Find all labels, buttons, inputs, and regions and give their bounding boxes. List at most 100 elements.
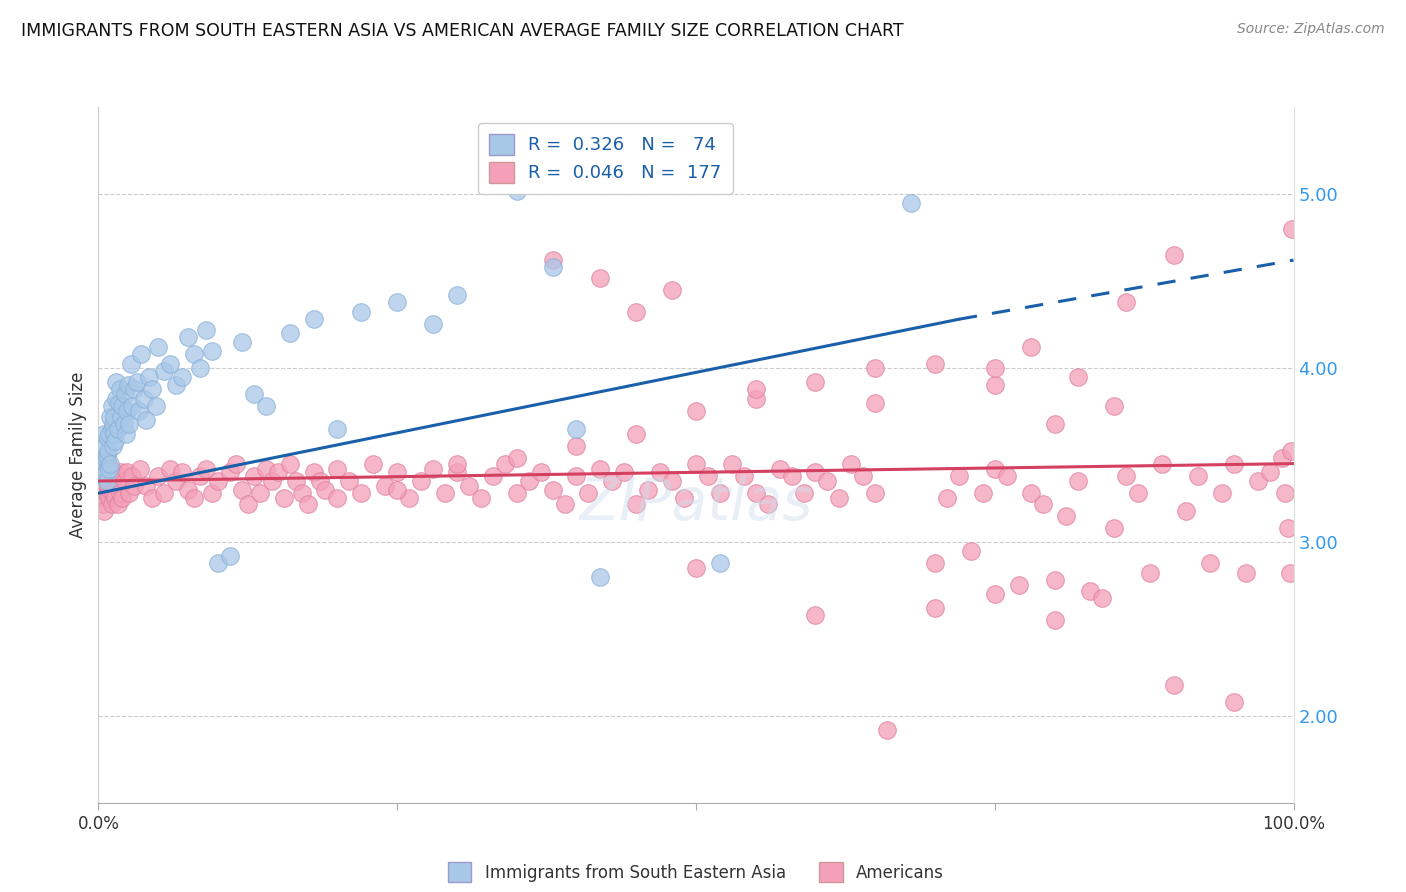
Point xyxy=(1271,451,1294,466)
Point xyxy=(1222,695,1246,709)
Point xyxy=(100,422,122,436)
Point xyxy=(165,378,187,392)
Point xyxy=(972,486,994,500)
Point xyxy=(948,468,970,483)
Point xyxy=(98,491,121,506)
Point xyxy=(697,468,720,483)
Point xyxy=(101,439,124,453)
Point xyxy=(433,486,456,500)
Point xyxy=(326,422,349,436)
Point xyxy=(326,491,349,506)
Point xyxy=(98,457,122,471)
Point xyxy=(93,439,115,453)
Point xyxy=(626,305,648,319)
Point xyxy=(96,466,118,480)
Point xyxy=(924,601,946,615)
Point xyxy=(733,468,755,483)
Point xyxy=(709,556,731,570)
Point xyxy=(111,399,134,413)
Point xyxy=(685,404,707,418)
Point xyxy=(98,462,121,476)
Point xyxy=(374,479,396,493)
Point xyxy=(114,387,136,401)
Point xyxy=(93,427,115,442)
Point xyxy=(709,486,731,500)
Point xyxy=(589,270,612,285)
Point xyxy=(159,462,181,476)
Point xyxy=(411,474,433,488)
Point xyxy=(350,486,373,500)
Point xyxy=(385,466,409,480)
Point xyxy=(225,457,247,471)
Point xyxy=(107,396,129,410)
Point xyxy=(112,417,135,431)
Point xyxy=(115,404,138,418)
Point xyxy=(249,486,271,500)
Point xyxy=(236,497,259,511)
Point xyxy=(131,347,153,361)
Point xyxy=(1211,486,1233,500)
Point xyxy=(339,474,360,488)
Point xyxy=(984,361,1007,376)
Point xyxy=(517,474,540,488)
Point xyxy=(302,312,325,326)
Point xyxy=(804,466,827,480)
Point xyxy=(828,491,851,506)
Point xyxy=(111,491,134,506)
Point xyxy=(91,479,114,493)
Point xyxy=(183,347,205,361)
Point xyxy=(1032,497,1054,511)
Point xyxy=(1198,556,1220,570)
Point xyxy=(1150,457,1173,471)
Point xyxy=(98,468,121,483)
Point xyxy=(145,399,167,413)
Point xyxy=(506,451,529,466)
Point xyxy=(94,451,117,466)
Point xyxy=(804,375,827,389)
Point xyxy=(94,468,117,483)
Point xyxy=(308,474,330,488)
Point xyxy=(613,466,636,480)
Point xyxy=(863,486,887,500)
Point xyxy=(529,466,551,480)
Point xyxy=(661,283,683,297)
Point xyxy=(385,294,409,309)
Point xyxy=(863,361,887,376)
Point xyxy=(1246,474,1268,488)
Point xyxy=(1187,468,1209,483)
Point xyxy=(138,369,160,384)
Point xyxy=(100,497,122,511)
Point xyxy=(1007,578,1029,592)
Y-axis label: Average Family Size: Average Family Size xyxy=(69,372,87,538)
Point xyxy=(114,474,136,488)
Point xyxy=(121,468,143,483)
Point xyxy=(115,427,138,442)
Point xyxy=(219,466,242,480)
Point xyxy=(852,468,875,483)
Point xyxy=(207,556,229,570)
Point xyxy=(177,329,200,343)
Point xyxy=(90,486,112,500)
Point xyxy=(565,422,588,436)
Point xyxy=(1080,583,1102,598)
Point xyxy=(494,457,516,471)
Point xyxy=(90,457,112,471)
Point xyxy=(648,466,672,480)
Point xyxy=(105,392,128,407)
Point xyxy=(101,417,124,431)
Point xyxy=(89,474,111,488)
Point xyxy=(159,358,181,372)
Point xyxy=(243,387,266,401)
Point xyxy=(128,404,150,418)
Point xyxy=(1222,457,1246,471)
Point xyxy=(446,466,468,480)
Point xyxy=(278,457,301,471)
Point xyxy=(745,486,768,500)
Point xyxy=(1281,222,1303,236)
Point xyxy=(254,399,277,413)
Point xyxy=(165,474,187,488)
Point xyxy=(98,427,121,442)
Point xyxy=(103,427,125,442)
Point xyxy=(1043,417,1066,431)
Point xyxy=(1115,294,1137,309)
